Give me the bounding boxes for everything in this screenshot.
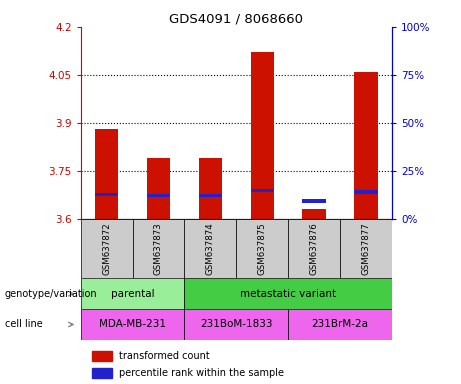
FancyBboxPatch shape [184, 278, 392, 309]
Text: 231BrM-2a: 231BrM-2a [312, 319, 368, 329]
Bar [302, 199, 326, 202]
Text: GSM637872: GSM637872 [102, 222, 111, 275]
FancyBboxPatch shape [288, 219, 340, 278]
Bar [302, 209, 326, 219]
FancyBboxPatch shape [81, 219, 133, 278]
Bar [250, 53, 274, 219]
Text: GSM637873: GSM637873 [154, 222, 163, 275]
Text: GSM637875: GSM637875 [258, 222, 267, 275]
Bar [95, 129, 118, 219]
Text: GSM637876: GSM637876 [309, 222, 319, 275]
Text: genotype/variation: genotype/variation [5, 289, 97, 299]
FancyBboxPatch shape [81, 278, 184, 309]
Bar [354, 190, 378, 194]
Bar [92, 368, 112, 379]
Bar [354, 72, 378, 219]
Bar [147, 194, 170, 197]
Text: GSM637874: GSM637874 [206, 222, 215, 275]
Text: percentile rank within the sample: percentile rank within the sample [119, 368, 284, 378]
Bar [199, 194, 222, 197]
Text: parental: parental [111, 289, 154, 299]
FancyBboxPatch shape [133, 219, 184, 278]
Bar [92, 351, 112, 361]
FancyBboxPatch shape [288, 309, 392, 340]
FancyBboxPatch shape [184, 219, 236, 278]
Bar [199, 158, 222, 219]
Bar [147, 158, 170, 219]
FancyBboxPatch shape [81, 309, 184, 340]
Text: GSM637877: GSM637877 [361, 222, 371, 275]
Bar [95, 193, 118, 197]
Text: 231BoM-1833: 231BoM-1833 [200, 319, 272, 329]
FancyBboxPatch shape [340, 219, 392, 278]
Text: cell line: cell line [5, 319, 42, 329]
FancyBboxPatch shape [184, 309, 288, 340]
FancyBboxPatch shape [236, 219, 288, 278]
Bar [250, 189, 274, 192]
Text: metastatic variant: metastatic variant [240, 289, 336, 299]
Text: MDA-MB-231: MDA-MB-231 [99, 319, 166, 329]
Title: GDS4091 / 8068660: GDS4091 / 8068660 [169, 13, 303, 26]
Text: transformed count: transformed count [119, 351, 210, 361]
